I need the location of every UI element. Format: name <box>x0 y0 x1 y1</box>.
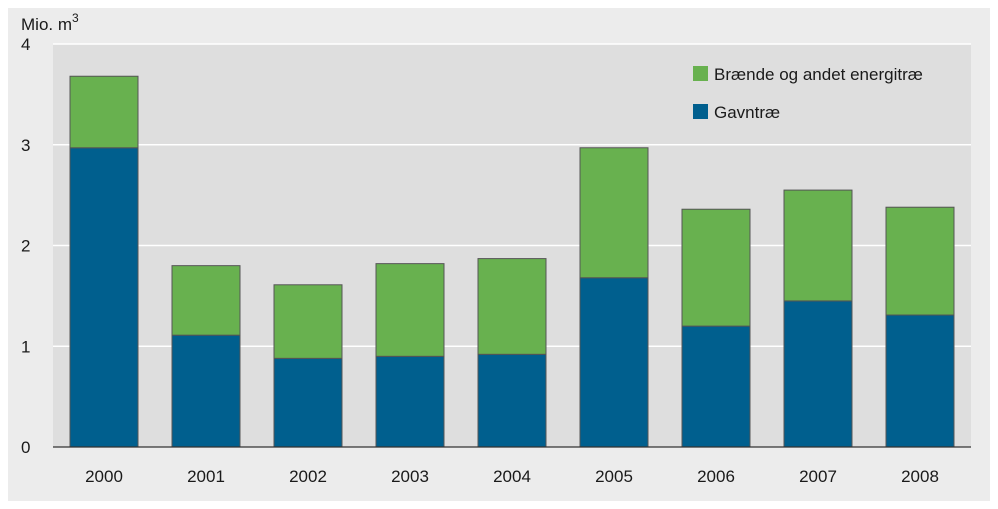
bar-segment-gavntrae-2000 <box>70 148 138 447</box>
bar-segment-braende-2002 <box>274 285 342 359</box>
y-tick-label: 0 <box>21 438 30 457</box>
x-tick-label: 2007 <box>799 467 837 486</box>
bar-segment-braende-2007 <box>784 190 852 301</box>
bar-segment-braende-2000 <box>70 76 138 148</box>
bar-segment-gavntrae-2004 <box>478 354 546 447</box>
x-tick-label: 2008 <box>901 467 939 486</box>
x-tick-label: 2004 <box>493 467 531 486</box>
x-tick-label: 2006 <box>697 467 735 486</box>
bar-segment-braende-2001 <box>172 266 240 336</box>
legend-label: Gavntræ <box>714 103 780 122</box>
x-tick-label: 2002 <box>289 467 327 486</box>
bar-segment-braende-2005 <box>580 148 648 278</box>
y-tick-label: 3 <box>21 136 30 155</box>
x-tick-label: 2001 <box>187 467 225 486</box>
legend-swatch <box>693 66 708 81</box>
bar-segment-gavntrae-2006 <box>682 326 750 447</box>
x-tick-labels: 2000 2001 2002 2003 2004 2005 2006 2007 2008 <box>85 467 939 486</box>
legend-label: Brænde og andet energitræ <box>714 65 923 84</box>
bar-segment-gavntrae-2001 <box>172 335 240 447</box>
bar-segment-gavntrae-2003 <box>376 356 444 447</box>
y-unit-label: Mio. m3 <box>21 11 79 34</box>
bar-segment-braende-2003 <box>376 264 444 357</box>
y-tick-label: 1 <box>21 337 30 356</box>
bar-segment-gavntrae-2007 <box>784 301 852 447</box>
bar-segment-gavntrae-2008 <box>886 315 954 447</box>
x-tick-label: 2000 <box>85 467 123 486</box>
legend-swatch <box>693 104 708 119</box>
x-tick-label: 2003 <box>391 467 429 486</box>
x-tick-label: 2005 <box>595 467 633 486</box>
bar-segment-gavntrae-2005 <box>580 278 648 447</box>
y-tick-label: 2 <box>21 237 30 256</box>
y-tick-label: 4 <box>21 35 30 54</box>
bar-segment-gavntrae-2002 <box>274 358 342 447</box>
bar-segment-braende-2004 <box>478 259 546 355</box>
bar-segment-braende-2008 <box>886 207 954 315</box>
bar-segment-braende-2006 <box>682 209 750 326</box>
